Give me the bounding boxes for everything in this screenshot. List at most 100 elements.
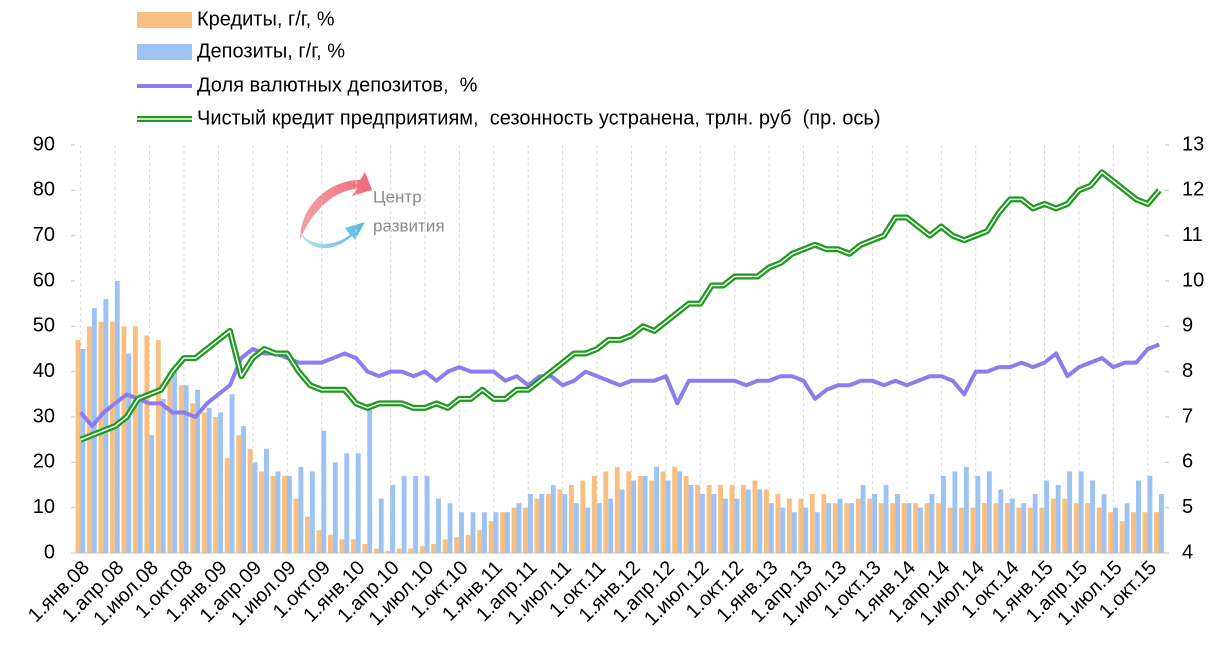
bar: [700, 494, 705, 553]
bar: [752, 480, 758, 553]
bar: [367, 403, 373, 553]
bar: [814, 512, 820, 553]
bar: [826, 503, 832, 553]
bar: [844, 503, 850, 553]
bar: [91, 308, 97, 553]
bar: [344, 453, 350, 553]
y-tick-label: 60: [33, 269, 55, 291]
bar: [729, 485, 735, 553]
bar: [683, 475, 689, 553]
bar: [631, 480, 637, 553]
bar: [1085, 503, 1091, 553]
bar: [855, 498, 861, 553]
bar: [109, 321, 115, 553]
bar: [809, 494, 815, 553]
bar: [126, 353, 132, 553]
bar: [1078, 471, 1084, 553]
bar: [677, 471, 682, 553]
bar: [178, 385, 184, 553]
bar: [924, 503, 930, 553]
legend-label: Доля валютных депозитов, %: [197, 74, 478, 96]
bar: [1113, 507, 1118, 553]
bar: [672, 466, 678, 553]
bar: [860, 485, 866, 553]
bar: [550, 485, 556, 553]
bar: [1119, 521, 1125, 553]
bar: [424, 475, 430, 553]
bar: [305, 516, 310, 553]
bar: [1050, 498, 1056, 553]
bar: [534, 498, 540, 553]
bar: [121, 326, 127, 553]
bar: [190, 403, 196, 553]
bar: [470, 512, 476, 553]
bar: [706, 485, 712, 553]
bar: [385, 550, 391, 553]
bar: [626, 471, 632, 553]
bar: [98, 321, 104, 553]
bar: [327, 534, 333, 553]
bar: [413, 475, 419, 553]
bar: [998, 489, 1004, 553]
bar: [259, 471, 265, 553]
bar: [568, 485, 574, 553]
bar: [282, 475, 287, 553]
bar: [718, 485, 723, 553]
y2-tick-label: 12: [1182, 179, 1204, 201]
bar: [252, 462, 258, 553]
legend-label: Чистый кредит предприятиям, сезонность у…: [197, 107, 881, 129]
bar: [390, 485, 396, 553]
bar: [516, 503, 522, 553]
bar: [591, 475, 597, 553]
y-tick-label: 80: [33, 179, 55, 201]
legend-swatch: [137, 44, 192, 60]
bar: [913, 503, 919, 553]
bar: [293, 498, 299, 553]
bar: [1039, 507, 1045, 553]
bar: [373, 548, 379, 553]
bar: [1090, 480, 1096, 553]
bar: [362, 543, 368, 553]
bar: [695, 485, 701, 553]
y2-tick-label: 9: [1182, 315, 1193, 337]
logo-swoosh: [298, 222, 365, 249]
y-tick-label: 20: [33, 451, 55, 473]
bar: [970, 507, 976, 553]
bar: [1147, 475, 1153, 553]
bar: [539, 494, 545, 553]
bar: [87, 326, 92, 553]
bar: [1016, 507, 1022, 553]
bar: [993, 503, 999, 553]
bar: [637, 475, 643, 553]
bar: [741, 485, 746, 553]
bar: [545, 494, 551, 553]
bar: [940, 475, 946, 553]
bar: [1136, 480, 1141, 553]
bar: [614, 466, 620, 553]
bar: [959, 507, 964, 553]
bar: [803, 507, 809, 553]
bar: [603, 471, 609, 553]
bar: [745, 489, 751, 553]
bar: [1009, 498, 1015, 553]
bar: [585, 507, 591, 553]
bar: [1055, 485, 1061, 553]
bar: [734, 498, 740, 553]
bar: [1124, 503, 1130, 553]
bar: [442, 539, 448, 553]
y2-tick-label: 4: [1182, 541, 1193, 563]
bar: [286, 475, 292, 553]
bar: [504, 512, 510, 553]
bar: [298, 466, 304, 553]
bar: [929, 494, 935, 553]
y2-tick-label: 6: [1182, 451, 1193, 473]
bar: [832, 503, 838, 553]
bar: [167, 371, 173, 553]
bar: [665, 480, 671, 553]
bar: [918, 507, 923, 553]
bar: [75, 339, 81, 553]
bar: [906, 503, 912, 553]
bar: [867, 498, 873, 553]
y-tick-label: 70: [33, 224, 55, 246]
bar: [1101, 494, 1107, 553]
